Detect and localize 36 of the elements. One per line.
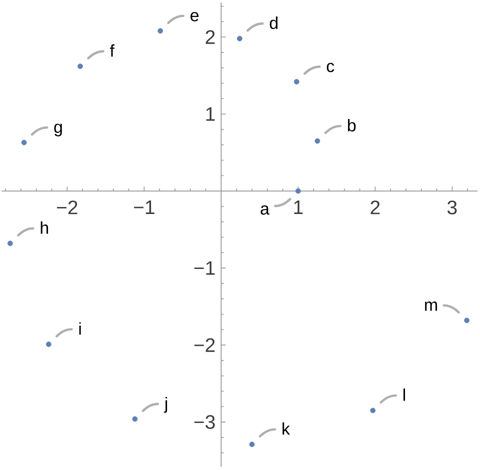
point — [46, 342, 52, 347]
point — [295, 188, 301, 194]
annotation: i — [79, 322, 81, 335]
annotation: h — [40, 221, 48, 234]
annotation: a — [260, 205, 270, 215]
y-tick-label: −2 — [194, 338, 215, 352]
point — [370, 408, 376, 414]
annotation: l — [403, 388, 405, 401]
annotation: b — [348, 118, 356, 132]
point — [236, 36, 242, 42]
y-tick-label: −1 — [194, 261, 215, 275]
point — [132, 416, 138, 422]
annotation: m — [425, 302, 437, 311]
annotation: k — [282, 422, 290, 435]
x-tick-label: −2 — [57, 200, 78, 214]
x-tick-label: 1 — [294, 200, 303, 214]
y-tick-label: 2 — [206, 30, 215, 44]
point — [314, 138, 320, 144]
point — [7, 240, 13, 246]
x-tick-label: −1 — [134, 200, 154, 214]
annotation: e — [190, 12, 199, 22]
x-tick-label: 2 — [370, 200, 380, 214]
point — [158, 28, 164, 34]
x-tick-label: 3 — [447, 200, 457, 214]
annotation: f — [110, 44, 114, 57]
point — [78, 64, 83, 69]
point — [21, 140, 27, 146]
annotation: g — [54, 124, 62, 136]
annotation: c — [326, 62, 334, 72]
y-tick-label: −3 — [194, 415, 215, 429]
y-tick-label: 1 — [206, 107, 215, 121]
point — [464, 318, 470, 324]
point — [249, 442, 255, 448]
point — [294, 78, 300, 84]
annotation: j — [164, 396, 168, 413]
annotation: d — [270, 16, 278, 30]
